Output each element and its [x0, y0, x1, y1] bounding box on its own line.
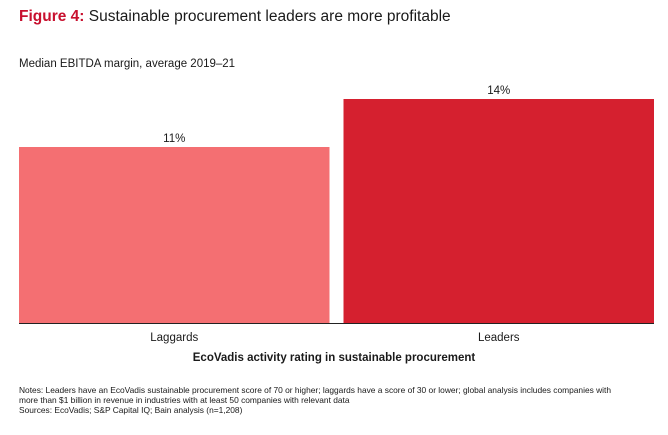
- category-label-leaders: Leaders: [478, 332, 520, 344]
- bar-laggards: [19, 147, 330, 323]
- value-label-laggards: 11%: [163, 133, 185, 145]
- figure-label: Figure 4:: [19, 8, 85, 25]
- x-axis-title: EcoVadis activity rating in sustainable …: [192, 352, 476, 364]
- category-label-laggards: Laggards: [150, 332, 198, 344]
- notes-line-1: Notes: Leaders have an EcoVadis sustaina…: [19, 385, 612, 395]
- chart-notes: Notes: Leaders have an EcoVadis sustaina…: [19, 385, 659, 416]
- notes-line-3: Sources: EcoVadis; S&P Capital IQ; Bain …: [19, 405, 243, 416]
- figure-title: Figure 4: Sustainable procurement leader…: [19, 8, 451, 26]
- bar-leaders: [343, 99, 654, 323]
- bar-chart: 11% Laggards 14% Leaders: [19, 85, 654, 344]
- chart-subtitle: Median EBITDA margin, average 2019–21: [19, 58, 236, 70]
- notes-line-2: more than $1 billion in revenue in indus…: [19, 395, 350, 406]
- figure-title-text: Sustainable procurement leaders are more…: [88, 8, 451, 25]
- value-label-leaders: 14%: [487, 85, 510, 97]
